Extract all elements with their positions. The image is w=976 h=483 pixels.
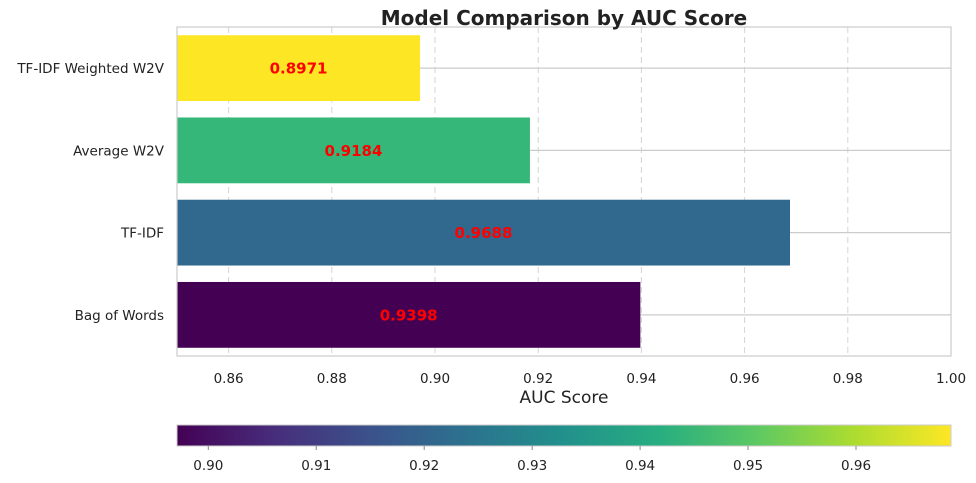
- x-tick-label: 0.86: [214, 371, 244, 387]
- bar-value-label: 0.9184: [325, 142, 383, 160]
- x-tick-label: 0.94: [626, 371, 656, 387]
- y-tick-label: TF-IDF: [120, 226, 164, 242]
- colorbar-tick-label: 0.96: [841, 458, 871, 474]
- x-tick-label: 0.98: [833, 371, 863, 387]
- bar: [177, 281, 641, 348]
- y-tick-label: Average W2V: [73, 143, 165, 159]
- bar-value-label: 0.8971: [270, 60, 328, 78]
- bar-value-label: 0.9398: [380, 306, 438, 324]
- labels-layer: 0.8971 0.9184 0.9688 0.9398: [270, 60, 513, 325]
- colorbar-tick-label: 0.95: [733, 458, 763, 474]
- x-axis-label: AUC Score: [520, 388, 609, 408]
- y-tick-label: TF-IDF Weighted W2V: [16, 61, 164, 77]
- x-tick-label: 0.92: [523, 371, 553, 387]
- y-tick-label: Bag of Words: [75, 308, 164, 324]
- chart-title: Model Comparison by AUC Score: [381, 6, 747, 30]
- bar: [177, 199, 791, 266]
- colorbar-tick-label: 0.90: [193, 458, 223, 474]
- colorbar-tick-label: 0.92: [409, 458, 439, 474]
- x-tick-label: 1.00: [936, 371, 966, 387]
- bar-value-label: 0.9688: [455, 224, 513, 242]
- x-axis-ticks: 0.86 0.88 0.90 0.92 0.94 0.96 0.98 1.00: [214, 371, 966, 387]
- bars-layer: [177, 35, 791, 348]
- x-tick-label: 0.96: [730, 371, 760, 387]
- bar: [177, 35, 421, 102]
- colorbar-tick-label: 0.94: [625, 458, 655, 474]
- x-tick-label: 0.90: [420, 371, 450, 387]
- y-axis-ticks: TF-IDF Weighted W2V Average W2V TF-IDF Bag …: [16, 61, 164, 324]
- plot-frame: [176, 26, 952, 357]
- colorbar-tick-label: 0.93: [517, 458, 547, 474]
- bar: [177, 117, 530, 184]
- colorbar-ticks: 0.90 0.91 0.92 0.93 0.94 0.95 0.96: [193, 446, 871, 474]
- colorbar-tick-label: 0.91: [301, 458, 331, 474]
- x-tick-label: 0.88: [317, 371, 347, 387]
- colorbar: [176, 424, 952, 447]
